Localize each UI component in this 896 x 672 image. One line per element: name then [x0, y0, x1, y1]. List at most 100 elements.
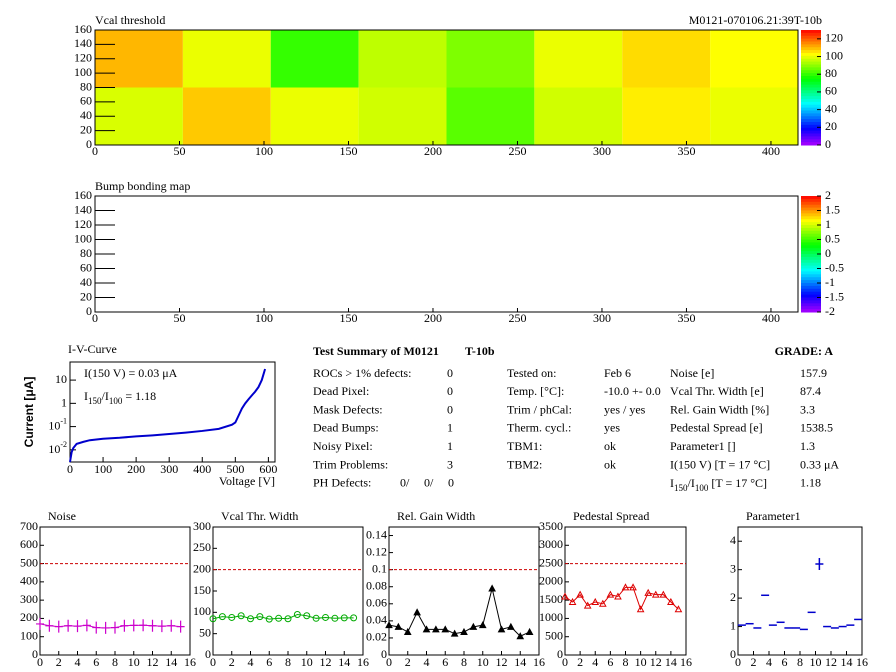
x-axis-label: Voltage [V]: [219, 474, 275, 488]
color-bar-step: [801, 81, 821, 86]
marker: [659, 590, 668, 598]
color-bar-step: [801, 44, 821, 48]
profile-line: [388, 588, 530, 637]
color-bar-step: [801, 116, 821, 120]
y-tick-label: 0.02: [366, 630, 387, 644]
y-tick-label: 600: [20, 537, 38, 551]
marker: [322, 613, 329, 621]
marker: [176, 620, 185, 633]
y-tick-label: 10: [55, 372, 67, 386]
marker: [644, 588, 653, 596]
grade: GRADE: A: [775, 344, 834, 358]
y-tick-base: 1: [61, 395, 67, 409]
color-bar-step: [801, 227, 821, 232]
color-bar-step: [801, 41, 821, 45]
x-tick-label: 12: [496, 655, 508, 669]
summary-label: Therm. cycl.:: [507, 421, 571, 435]
y-tick-base: 10: [48, 418, 60, 432]
color-bar-step: [801, 136, 821, 140]
color-bar-step: [801, 73, 821, 77]
z-tick-label: 1: [825, 217, 831, 231]
x-tick-label: 600: [259, 462, 277, 476]
y-tick-label: 700: [20, 519, 38, 533]
summary-value: 157.9: [800, 366, 827, 380]
color-bar-step: [801, 96, 821, 100]
color-bar-step: [801, 119, 821, 123]
x-tick-label: 14: [841, 655, 853, 669]
color-bar-step: [801, 288, 821, 293]
marker: [265, 615, 273, 623]
heat-cell: [622, 30, 711, 88]
y-tick-label: 0: [86, 304, 92, 318]
summary-value: 3.3: [800, 402, 815, 416]
x-tick-label: 400: [762, 311, 780, 325]
x-tick-label: 10: [128, 655, 140, 669]
y-tick-label: 2: [730, 590, 736, 604]
marker: [815, 557, 824, 570]
color-bar-step: [801, 201, 821, 206]
marker: [129, 619, 138, 632]
y-tick-label: 0: [730, 647, 736, 661]
heat-cell: [270, 30, 359, 88]
z-tick-label: 40: [825, 101, 837, 115]
marker: [256, 613, 264, 621]
heat-cell: [358, 87, 447, 145]
color-bar-step: [801, 306, 821, 310]
color-bar-step: [801, 84, 821, 88]
color-bar-step: [801, 113, 821, 117]
color-bar-step: [801, 268, 821, 272]
y-tick-label: 3500: [539, 519, 563, 533]
x-tick-label: 14: [665, 655, 677, 669]
label-part: 150: [674, 483, 688, 493]
chart-title: I-V-Curve: [68, 342, 117, 356]
y-tick-label: 3000: [539, 537, 563, 551]
color-bar-step: [801, 130, 821, 134]
x-tick-label: 8: [461, 655, 467, 669]
label-part: 100: [109, 396, 123, 406]
marker: [157, 620, 166, 633]
x-tick-label: 2: [229, 655, 235, 669]
x-tick-label: 0: [67, 462, 73, 476]
iv-curve: [69, 368, 267, 463]
color-bar-step: [801, 110, 821, 114]
summary-value: yes: [604, 421, 620, 435]
summary-value: 1.3: [800, 439, 815, 453]
y-tick-label: 0.12: [366, 544, 387, 558]
z-tick-label: 0: [825, 246, 831, 260]
chart-title: Noise: [48, 509, 76, 523]
marker: [507, 622, 515, 630]
summary-value: 1: [447, 439, 453, 453]
y-tick-label: 100: [74, 65, 92, 79]
marker: [583, 601, 592, 609]
heat-cell: [710, 30, 798, 88]
marker: [525, 627, 534, 635]
y-tick-base: 10: [55, 372, 67, 386]
marker: [591, 597, 600, 605]
summary-value: 0: [448, 476, 454, 490]
color-bar-step: [801, 297, 821, 301]
x-tick-label: 12: [650, 655, 662, 669]
y-tick-label: 10-2: [48, 440, 67, 455]
marker: [275, 614, 283, 622]
x-tick-label: 6: [442, 655, 448, 669]
y-tick-label: 1000: [539, 610, 563, 624]
marker: [576, 590, 584, 598]
x-tick-label: 100: [255, 144, 273, 158]
marker: [45, 619, 54, 632]
y-tick-label: 2000: [539, 574, 563, 588]
summary-value: 0: [447, 402, 453, 416]
z-tick-label: 120: [825, 31, 843, 45]
heat-cell: [710, 87, 798, 145]
color-bar-step: [801, 122, 821, 126]
summary-value: 0: [447, 366, 453, 380]
marker: [340, 614, 348, 622]
y-tick-label: 0: [32, 647, 38, 661]
y-tick-label: 40: [80, 275, 92, 289]
marker: [284, 615, 292, 623]
chart-title: Rel. Gain Width: [397, 509, 475, 523]
color-bar-step: [801, 101, 821, 106]
z-tick-label: -1.5: [825, 289, 844, 303]
marker: [209, 615, 217, 623]
y-tick-label: 200: [193, 561, 211, 575]
